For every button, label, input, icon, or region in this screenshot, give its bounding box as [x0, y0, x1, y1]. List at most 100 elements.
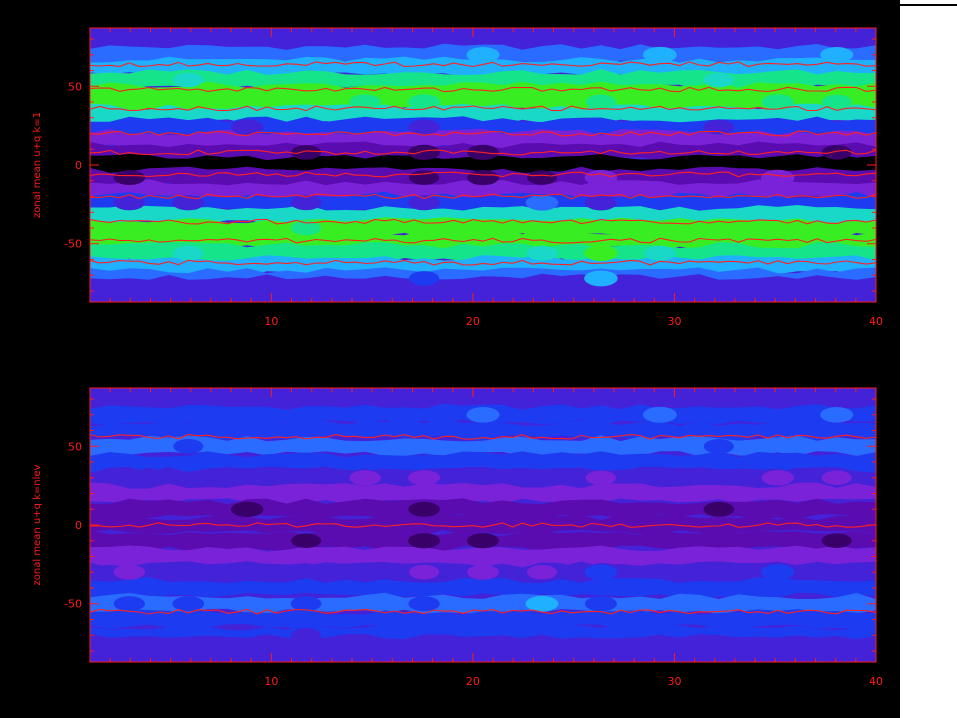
y-tick-label: -50 — [64, 238, 82, 251]
heatmap-patch — [113, 170, 146, 186]
heatmap-patch — [642, 46, 677, 63]
heatmap-patch — [642, 406, 677, 423]
x-tick-label: 40 — [869, 315, 883, 328]
y-tick-label: 0 — [75, 159, 82, 172]
heatmap-patch — [703, 501, 735, 517]
heatmap-patch — [113, 564, 146, 580]
heatmap-patch — [584, 169, 618, 186]
x-tick-label: 30 — [667, 675, 681, 688]
heatmap-patch — [703, 439, 734, 454]
heatmap-band — [90, 419, 876, 442]
panel-bottom: 10 20 30 40 50 0 -50 zonal mean u+q k=nlev — [32, 387, 883, 688]
contour-line — [90, 193, 876, 200]
contour-line — [90, 149, 876, 156]
heatmap-patch — [408, 119, 440, 135]
contour-line — [90, 61, 876, 68]
heatmap-patch — [703, 72, 734, 88]
heatmap-band — [90, 514, 876, 536]
heatmap-patch — [113, 596, 145, 612]
heatmap-patch — [761, 470, 794, 486]
heatmap-patch — [585, 94, 617, 110]
heatmap-patch — [584, 195, 617, 211]
panel-top: 10 20 30 40 50 0 -50 zonal mean u+q k=1 — [32, 27, 883, 328]
heatmap-patch — [408, 94, 441, 110]
heatmap-field — [90, 388, 876, 662]
contour-line — [90, 237, 876, 244]
heatmap-patch — [820, 406, 854, 423]
contour-line — [90, 218, 876, 225]
heatmap-patch — [408, 195, 440, 211]
heatmap-band — [90, 204, 876, 227]
heatmap-patch — [644, 245, 676, 261]
contour-line — [90, 608, 876, 615]
heatmap-patch — [291, 533, 322, 548]
y-tick-label: -50 — [64, 598, 82, 611]
heatmap-patch — [526, 564, 558, 580]
top-rule — [900, 4, 957, 6]
heatmap-patch — [408, 144, 441, 161]
x-tick-label: 20 — [466, 315, 480, 328]
heatmap-patch — [761, 564, 795, 581]
heatmap-patch — [290, 195, 322, 211]
heatmap-field — [90, 28, 876, 302]
heatmap-patch — [820, 46, 854, 63]
heatmap-patch — [408, 533, 441, 549]
heatmap-patch — [173, 245, 204, 261]
heatmap-patch — [173, 439, 204, 454]
heatmap-patch — [113, 195, 145, 211]
heatmap-patch — [525, 595, 559, 612]
heatmap-patch — [172, 596, 205, 612]
x-tick-label: 10 — [264, 315, 278, 328]
heatmap-patch — [584, 270, 618, 287]
heatmap-patch — [408, 596, 440, 612]
heatmap-patch — [231, 501, 264, 517]
heatmap-patch — [466, 46, 500, 63]
heatmap-band — [90, 592, 876, 615]
x-tick-label: 40 — [869, 675, 883, 688]
contour-line — [90, 171, 876, 178]
heatmap-patch — [408, 501, 440, 517]
heatmap-patch — [584, 596, 617, 612]
heatmap-patch — [821, 94, 852, 110]
heatmap-band — [90, 466, 876, 489]
heatmap-band — [90, 435, 876, 457]
contour-line — [90, 105, 876, 112]
heatmap-band — [90, 577, 876, 599]
heatmap-patch — [821, 470, 852, 486]
y-tick-label: 50 — [68, 440, 82, 453]
chart-canvas: 10 20 30 40 50 0 -50 zonal mean u+q k=1 10 20 30 4… — [32, 27, 883, 688]
x-tick-label: 10 — [264, 675, 278, 688]
heatmap-patch — [821, 145, 852, 160]
contour-line — [90, 259, 876, 266]
heatmap-patch — [761, 94, 794, 110]
heatmap-patch — [291, 627, 322, 643]
y-axis-label: zonal mean u+q k=nlev — [32, 464, 43, 585]
heatmap-patch — [231, 119, 264, 135]
heatmap-patch — [408, 271, 440, 286]
heatmap-band — [90, 545, 876, 568]
heatmap-patch — [349, 470, 381, 486]
contour-line — [90, 86, 876, 93]
heatmap-patch — [408, 470, 441, 486]
heatmap-patch — [761, 169, 795, 186]
heatmap-patch — [408, 170, 440, 185]
heatmap-band — [90, 633, 876, 662]
heatmap-patch — [525, 195, 559, 211]
heatmap-patch — [526, 170, 558, 185]
y-tick-label: 0 — [75, 519, 82, 532]
heatmap-patch — [584, 564, 618, 580]
heatmap-patch — [173, 72, 204, 88]
heatmap-band — [90, 451, 876, 473]
heatmap-patch — [526, 245, 558, 261]
heatmap-patch — [467, 170, 499, 186]
heatmap-patch — [467, 564, 499, 580]
heatmap-patch — [821, 533, 852, 548]
heatmap-patch — [291, 220, 322, 236]
heatmap-patch — [349, 94, 381, 110]
heatmap-patch — [408, 564, 440, 580]
heatmap-band — [90, 498, 876, 521]
heatmap-patch — [291, 145, 322, 160]
heatmap-patch — [585, 470, 617, 486]
heatmap-patch — [584, 245, 618, 262]
